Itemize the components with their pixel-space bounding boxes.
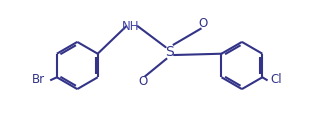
Text: O: O bbox=[138, 75, 148, 88]
Text: Cl: Cl bbox=[271, 73, 282, 86]
Text: Br: Br bbox=[32, 73, 45, 86]
Text: O: O bbox=[199, 17, 208, 30]
Text: S: S bbox=[165, 45, 174, 59]
Text: NH: NH bbox=[122, 20, 139, 33]
